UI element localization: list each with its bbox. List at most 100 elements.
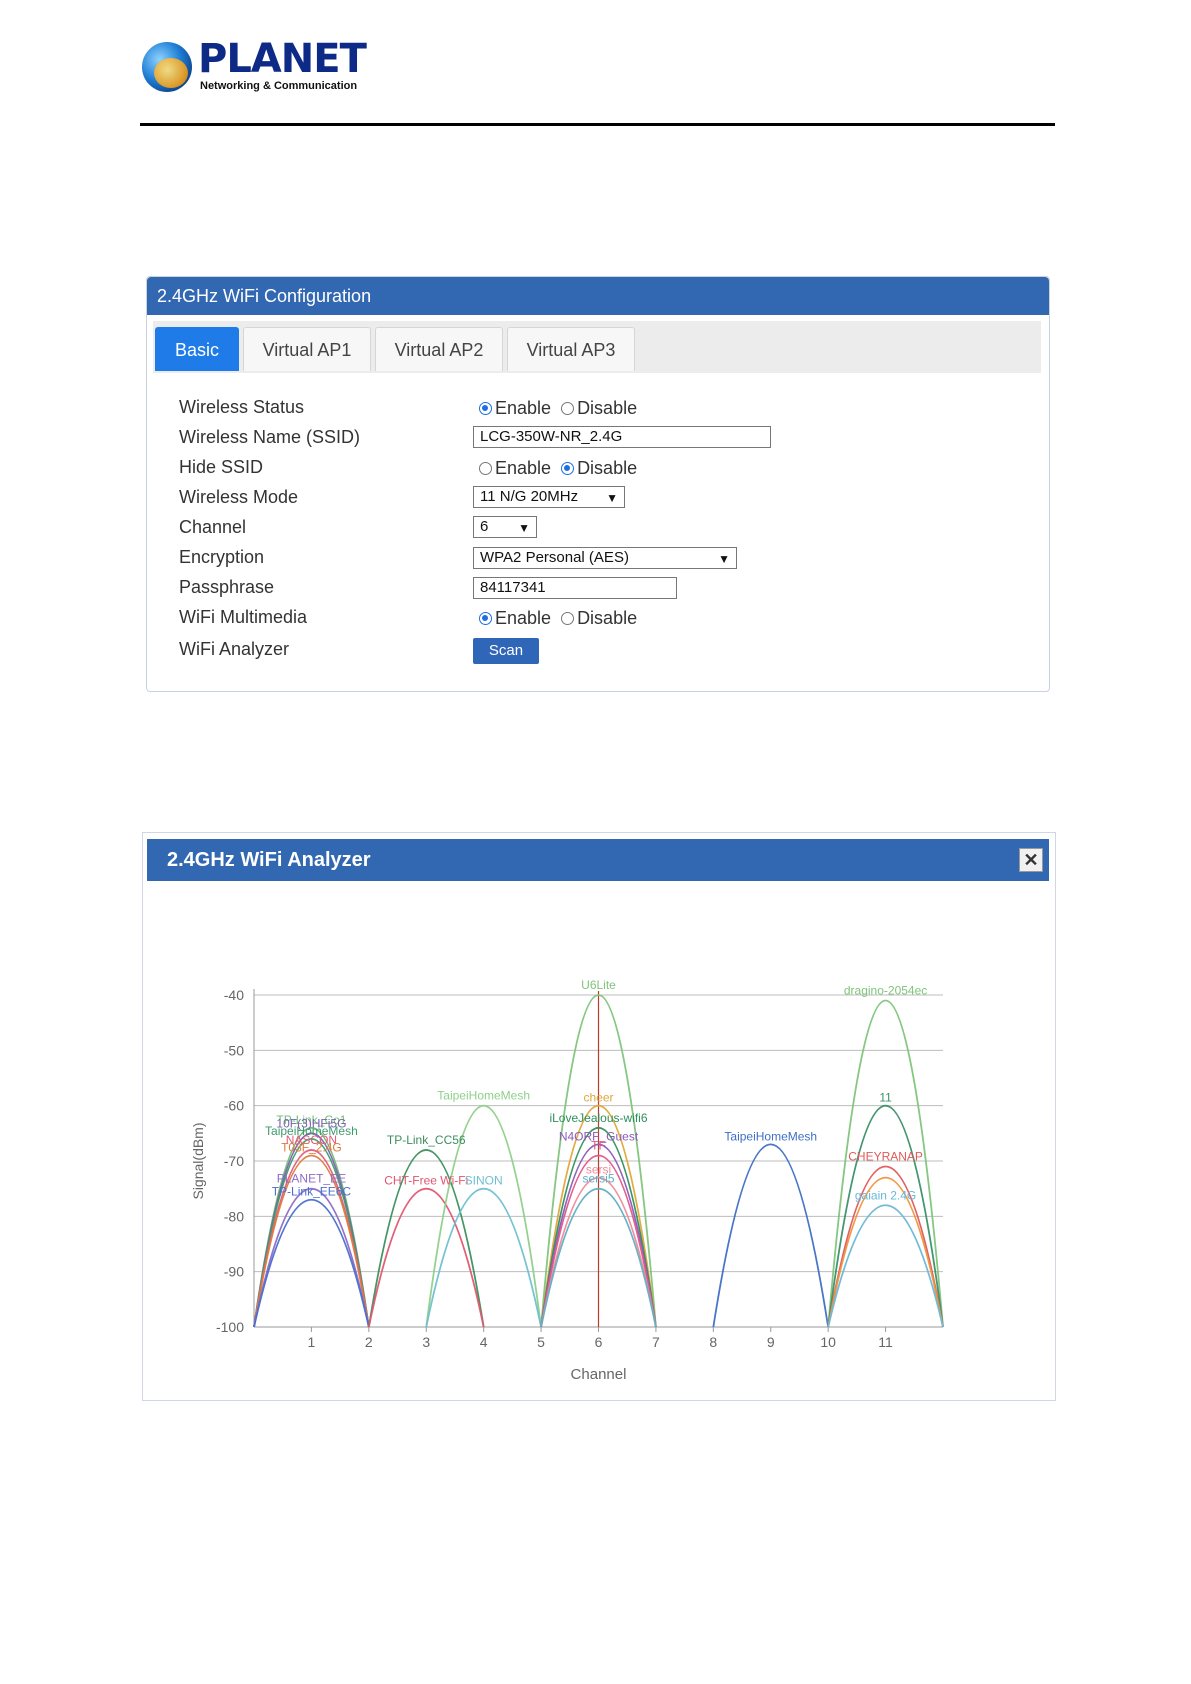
network-curve bbox=[827, 1176, 944, 1328]
x-axis-label: Channel bbox=[571, 1366, 627, 1383]
y-tick-label: -60 bbox=[224, 1098, 244, 1114]
scan-button[interactable]: Scan bbox=[473, 638, 539, 664]
hide-ssid-enable-radio[interactable] bbox=[479, 462, 492, 475]
encryption-label: Encryption bbox=[179, 547, 265, 567]
network-label: N4ORF_Guest bbox=[559, 1129, 639, 1143]
network-label: SINON bbox=[465, 1174, 503, 1188]
chevron-down-icon: ▼ bbox=[718, 552, 730, 566]
logo-name: PLANET bbox=[198, 36, 367, 82]
wifi-analyzer-chart: -40 -50 -60 -70 -80 -90 -100 1 2 3 4 5 6 7 8 9 10 11 TP-L… bbox=[190, 978, 944, 1383]
wifi-config-panel: 2.4GHz WiFi Configuration Basic Virtual … bbox=[146, 276, 1050, 692]
y-tick-label: -100 bbox=[216, 1319, 244, 1335]
network-label: TaipeiHomeMesh bbox=[724, 1129, 817, 1143]
x-tick-label: 8 bbox=[709, 1334, 717, 1350]
network-curve bbox=[253, 1188, 370, 1328]
x-tick-label: 9 bbox=[767, 1334, 775, 1350]
wmm-enable-label: Enable bbox=[495, 608, 552, 628]
network-curve bbox=[367, 1188, 485, 1328]
hide-ssid-enable-label: Enable bbox=[495, 458, 552, 478]
header-rule bbox=[140, 123, 1055, 126]
wireless-status-enable-radio[interactable] bbox=[479, 402, 492, 415]
channel-label: Channel bbox=[179, 517, 247, 537]
y-tick-label: -80 bbox=[224, 1208, 244, 1224]
wifi-analyzer-panel: 2.4GHz WiFi Analyzer ✕ -40 -50 -60 -70 -80 -9… bbox=[142, 832, 1056, 1401]
analyzer-header: 2.4GHz WiFi Analyzer ✕ bbox=[147, 839, 1049, 881]
network-curve bbox=[540, 1176, 657, 1328]
encryption-value: WPA2 Personal (AES) bbox=[480, 549, 629, 566]
network-label: U6Lite bbox=[581, 978, 616, 992]
channel-value: 6 bbox=[480, 518, 489, 535]
network-label: CHEYRANAP bbox=[848, 1150, 923, 1164]
wireless-mode-select[interactable]: 11 N/G 20MHz ▼ bbox=[473, 486, 625, 508]
network-label: TP-Link_CC56 bbox=[387, 1133, 466, 1147]
network-label: T03F_2.4G bbox=[281, 1140, 342, 1154]
x-tick-label: 7 bbox=[652, 1334, 660, 1350]
x-tick-label: 2 bbox=[365, 1334, 373, 1350]
network-label: TP-Link_EE6C bbox=[272, 1185, 352, 1199]
network-label: gaiain 2.4G bbox=[855, 1188, 916, 1202]
wifi-analyzer-label: WiFi Analyzer bbox=[179, 639, 290, 659]
passphrase-label: Passphrase bbox=[179, 577, 275, 597]
x-tick-label: 3 bbox=[422, 1334, 430, 1350]
network-curve bbox=[540, 1154, 657, 1328]
tab-virtual-ap1[interactable]: Virtual AP1 bbox=[243, 327, 371, 371]
network-label: PLANET_EE bbox=[277, 1172, 346, 1186]
network-curve bbox=[540, 1126, 657, 1328]
planet-logo: PLANET Networking & Communication bbox=[142, 36, 367, 98]
network-curve bbox=[827, 1165, 944, 1328]
wmm-enable-radio[interactable] bbox=[479, 612, 492, 625]
x-tick-label: 5 bbox=[537, 1334, 545, 1350]
network-curve bbox=[827, 1104, 944, 1328]
hide-ssid-radios: Enable Disable bbox=[479, 458, 647, 479]
wireless-status-enable-label: Enable bbox=[495, 398, 552, 418]
wmm-radios: Enable Disable bbox=[479, 608, 647, 629]
tab-bar: Basic Virtual AP1 Virtual AP2 Virtual AP… bbox=[153, 321, 1041, 373]
wireless-status-disable-label: Disable bbox=[577, 398, 638, 418]
analyzer-title: 2.4GHz WiFi Analyzer bbox=[167, 849, 371, 871]
ssid-input[interactable]: LCG-350W-NR_2.4G bbox=[473, 426, 771, 448]
network-curve bbox=[827, 999, 944, 1328]
wireless-status-radios: Enable Disable bbox=[479, 398, 647, 419]
network-label: sersi5 bbox=[582, 1172, 614, 1186]
network-curve bbox=[712, 1143, 830, 1328]
network-label: TaipeiHomeMesh bbox=[265, 1124, 358, 1138]
network-label: 11 bbox=[879, 1091, 892, 1105]
wmm-label: WiFi Multimedia bbox=[179, 607, 308, 627]
passphrase-input[interactable]: 84117341 bbox=[473, 577, 677, 599]
network-curve bbox=[367, 1149, 485, 1328]
hide-ssid-disable-radio[interactable] bbox=[561, 462, 575, 475]
globe-icon bbox=[142, 42, 192, 92]
network-label: CHT-Free Wi-Fi bbox=[384, 1174, 468, 1188]
ssid-label: Wireless Name (SSID) bbox=[179, 427, 361, 447]
channel-select[interactable]: 6 ▼ bbox=[473, 516, 537, 538]
y-tick-label: -50 bbox=[224, 1042, 244, 1058]
x-tick-label: 4 bbox=[480, 1334, 488, 1350]
y-tick-label: -70 bbox=[224, 1153, 244, 1169]
tab-virtual-ap2[interactable]: Virtual AP2 bbox=[375, 327, 503, 371]
y-axis-label: Signal(dBm) bbox=[190, 1122, 206, 1199]
tab-basic[interactable]: Basic bbox=[155, 327, 239, 371]
x-tick-label: 1 bbox=[308, 1334, 316, 1350]
tab-virtual-ap3[interactable]: Virtual AP3 bbox=[507, 327, 635, 371]
wmm-disable-label: Disable bbox=[577, 608, 638, 628]
wmm-disable-radio[interactable] bbox=[561, 612, 575, 625]
network-label: 10F(3)HFi5G bbox=[276, 1116, 346, 1130]
network-curve bbox=[253, 1198, 370, 1328]
network-curve bbox=[540, 1188, 657, 1328]
x-tick-label: 10 bbox=[820, 1334, 836, 1350]
network-curve bbox=[253, 1137, 370, 1328]
close-icon[interactable]: ✕ bbox=[1019, 848, 1043, 872]
network-curve bbox=[540, 1143, 657, 1328]
encryption-select[interactable]: WPA2 Personal (AES) ▼ bbox=[473, 547, 737, 569]
x-tick-label: 11 bbox=[878, 1334, 893, 1350]
network-curve bbox=[253, 1154, 370, 1328]
network-curve bbox=[827, 1204, 944, 1328]
y-tick-label: -90 bbox=[224, 1264, 244, 1280]
wireless-status-disable-radio[interactable] bbox=[561, 402, 575, 415]
logo-tagline: Networking & Communication bbox=[200, 80, 358, 92]
network-curve bbox=[425, 1104, 542, 1328]
chevron-down-icon: ▼ bbox=[606, 491, 618, 505]
network-label: TaipeiHomeMesh bbox=[437, 1089, 530, 1103]
network-label: dragino-2054ec bbox=[844, 984, 927, 998]
network-curve bbox=[425, 1188, 542, 1328]
